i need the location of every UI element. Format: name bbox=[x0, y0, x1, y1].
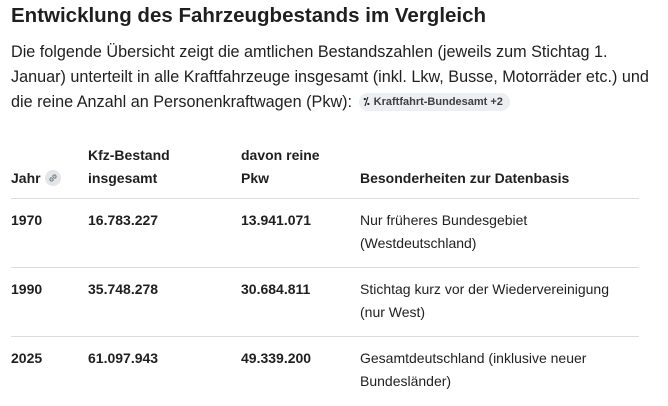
header-pkw: davon reine Pkw bbox=[241, 144, 320, 190]
row-pkw: 13.941.071 bbox=[241, 212, 312, 228]
row-note-line2: (nur West) bbox=[360, 304, 426, 320]
table-row: 2025 61.097.943 49.339.200 Gesamtdeutsch… bbox=[11, 337, 639, 405]
header-kfz: Kfz-Bestand insgesamt bbox=[88, 144, 170, 190]
row-note: Nur früheres Bundesgebiet (Westdeutschla… bbox=[360, 209, 527, 255]
source-chip-label: Kraftfahrt-Bundesamt +2 bbox=[373, 96, 503, 108]
row-kfz: 61.097.943 bbox=[88, 350, 159, 366]
header-year-label: Jahr bbox=[11, 170, 41, 186]
header-pkw-line1: davon reine bbox=[241, 147, 320, 163]
page-heading: Entwicklung des Fahrzeugbestands im Verg… bbox=[11, 4, 487, 27]
header-kfz-line1: Kfz-Bestand bbox=[88, 147, 170, 163]
kraftfahrt-bundesamt-logo-icon: ⁒ bbox=[363, 96, 370, 108]
row-note-line2: Bundesländer) bbox=[360, 373, 452, 389]
header-notes: Besonderheiten zur Datenbasis bbox=[360, 170, 570, 186]
intro-paragraph: Die folgende Übersicht zeigt die amtlich… bbox=[11, 40, 663, 115]
table-row: 1970 16.783.227 13.941.071 Nur früheres … bbox=[11, 199, 639, 268]
intro-text: Die folgende Übersicht zeigt die amtlich… bbox=[11, 43, 649, 111]
row-note-line1: Stichtag kurz vor der Wiedervereinigung bbox=[360, 281, 610, 297]
row-note-line2: (Westdeutschland) bbox=[360, 235, 477, 251]
row-note-line1: Gesamtdeutschland (inklusive neuer bbox=[360, 350, 587, 366]
row-note: Gesamtdeutschland (inklusive neuer Bunde… bbox=[360, 347, 586, 393]
vehicle-stock-table: Jahr Kfz-Bestand insgesamt davon reine P… bbox=[11, 142, 639, 405]
table-row: 1990 35.748.278 30.684.811 Stichtag kurz… bbox=[11, 268, 639, 337]
header-pkw-line2: Pkw bbox=[241, 170, 270, 186]
table-header-row: Jahr Kfz-Bestand insgesamt davon reine P… bbox=[11, 142, 639, 199]
row-note: Stichtag kurz vor der Wiedervereinigung … bbox=[360, 278, 609, 324]
row-pkw: 30.684.811 bbox=[241, 281, 311, 297]
row-kfz: 16.783.227 bbox=[88, 212, 159, 228]
row-note-line1: Nur früheres Bundesgebiet bbox=[360, 212, 528, 228]
header-year: Jahr bbox=[11, 167, 61, 190]
row-year: 1970 bbox=[11, 212, 43, 228]
row-year: 2025 bbox=[11, 350, 43, 366]
header-kfz-line2: insgesamt bbox=[88, 170, 158, 186]
row-kfz: 35.748.278 bbox=[88, 281, 159, 297]
row-pkw: 49.339.200 bbox=[241, 350, 312, 366]
source-chip[interactable]: ⁒ Kraftfahrt-Bundesamt +2 bbox=[358, 93, 510, 111]
row-year: 1990 bbox=[11, 281, 43, 297]
link-icon[interactable] bbox=[44, 170, 61, 186]
